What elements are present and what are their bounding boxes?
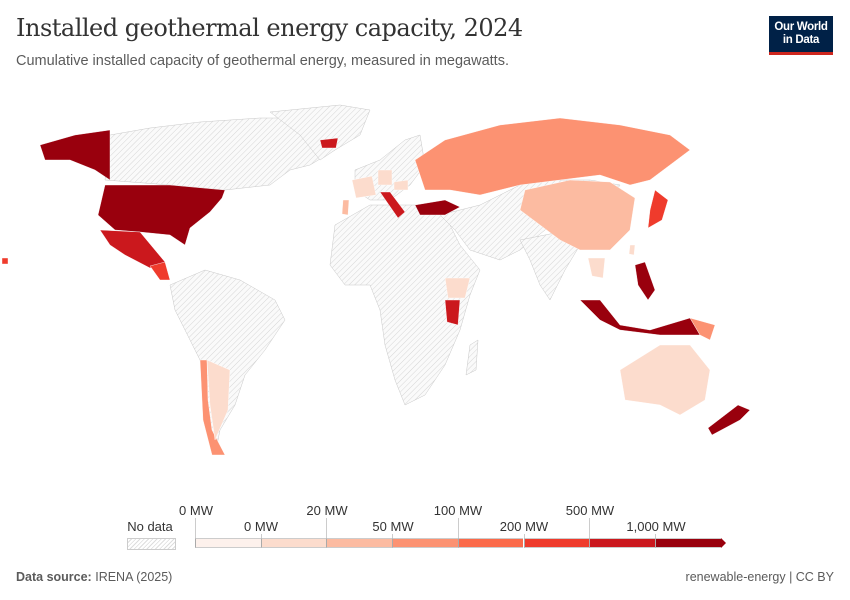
world-map	[1, 104, 751, 456]
region-kenya[interactable]	[444, 299, 461, 326]
legend-tick	[326, 518, 328, 538]
legend-arrow-icon	[720, 538, 726, 548]
region-philippines[interactable]	[634, 261, 656, 301]
legend-tick	[589, 518, 591, 538]
legend: No data 0 MW 20 MW 100 MW 500 MW 0 MW 50…	[0, 500, 850, 560]
legend-bin-swatch[interactable]	[654, 538, 721, 548]
chart-subtitle: Cumulative installed capacity of geother…	[16, 53, 509, 69]
region-turkey[interactable]	[414, 199, 461, 216]
legend-tick	[654, 534, 656, 538]
legend-top-label: 0 MW	[179, 503, 213, 518]
region-greenland[interactable]	[269, 104, 371, 161]
region-france[interactable]	[351, 175, 377, 199]
legend-bottom-label: 0 MW	[244, 519, 278, 534]
region-south-america[interactable]	[169, 269, 286, 456]
region-madagascar[interactable]	[465, 339, 479, 376]
legend-bin-swatch[interactable]	[523, 538, 590, 548]
region-iceland[interactable]	[319, 137, 339, 149]
region-central-america[interactable]	[149, 261, 171, 281]
legend-bottom-label: 1,000 MW	[626, 519, 686, 534]
region-taiwan[interactable]	[628, 244, 636, 256]
region-chile[interactable]	[199, 359, 226, 456]
legend-bottom-label: 200 MW	[499, 519, 549, 534]
region-italy[interactable]	[379, 191, 406, 219]
source-label: Data source:	[16, 570, 92, 584]
legend-top-label: 500 MW	[565, 503, 615, 518]
region-alaska[interactable]	[39, 129, 111, 181]
region-usa[interactable]	[97, 184, 226, 246]
chart-title: Installed geothermal energy capacity, 20…	[16, 14, 523, 42]
region-hungary[interactable]	[393, 179, 409, 191]
legend-tick	[195, 518, 196, 538]
legend-tick	[260, 534, 262, 538]
footer-license[interactable]: renewable-energy | CC BY	[685, 570, 834, 584]
region-japan[interactable]	[647, 189, 669, 229]
region-thailand[interactable]	[587, 257, 606, 279]
logo-line2: in Data	[782, 34, 820, 46]
region-papua-new-guinea[interactable]	[689, 317, 716, 341]
legend-bin-swatch[interactable]	[589, 538, 655, 548]
legend-bottom-label: 50 MW	[372, 519, 414, 534]
source-link[interactable]: IRENA (2025)	[95, 570, 173, 584]
legend-no-data-label: No data	[127, 519, 173, 534]
legend-no-data-swatch[interactable]	[127, 538, 176, 550]
region-mexico[interactable]	[99, 229, 166, 269]
owid-logo[interactable]: Our World in Data	[769, 16, 833, 55]
legend-tick	[523, 534, 525, 538]
region-portugal[interactable]	[341, 199, 350, 216]
legend-bin-swatch[interactable]	[457, 538, 524, 548]
region-argentina[interactable]	[206, 359, 231, 441]
region-guadeloupe[interactable]	[1, 257, 9, 265]
legend-bin-swatch[interactable]	[392, 538, 458, 548]
logo-line1: Our World	[774, 21, 828, 33]
region-china[interactable]	[519, 179, 636, 251]
data-source: Data source: IRENA (2025)	[16, 570, 172, 584]
region-ethiopia[interactable]	[444, 277, 471, 299]
region-germany[interactable]	[377, 169, 393, 186]
region-australia[interactable]	[619, 344, 711, 416]
legend-top-label: 100 MW	[433, 503, 483, 518]
legend-tick	[392, 534, 394, 538]
legend-bin-swatch[interactable]	[260, 538, 327, 548]
legend-tick	[457, 518, 459, 538]
legend-bin-swatch[interactable]	[195, 538, 261, 548]
region-new-zealand[interactable]	[707, 404, 751, 436]
region-indonesia[interactable]	[579, 299, 701, 336]
legend-bin-swatch[interactable]	[326, 538, 393, 548]
region-russia[interactable]	[414, 117, 691, 196]
legend-top-label: 20 MW	[306, 503, 348, 518]
